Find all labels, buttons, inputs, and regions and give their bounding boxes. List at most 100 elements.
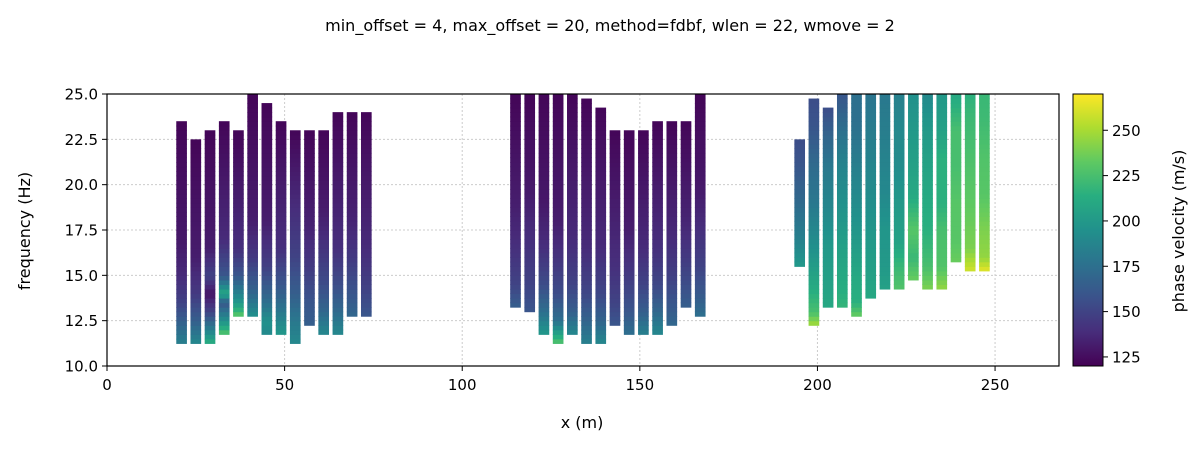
heatmap-cell <box>879 270 891 276</box>
heatmap-cell <box>950 234 962 240</box>
heatmap-cell <box>218 298 230 304</box>
data-column <box>318 130 330 335</box>
heatmap-cell <box>950 239 962 245</box>
heatmap-cell <box>261 316 273 322</box>
heatmap-cell <box>638 198 649 204</box>
heatmap-cell <box>836 207 848 213</box>
heatmap-cell <box>261 298 273 304</box>
heatmap-cell <box>176 166 187 172</box>
heatmap-cell <box>524 266 536 272</box>
data-column <box>638 130 649 335</box>
heatmap-cell <box>623 234 635 240</box>
heatmap-cell <box>304 311 315 317</box>
heatmap-cell <box>538 143 550 149</box>
heatmap-cell <box>524 166 536 172</box>
heatmap-cell <box>190 270 202 276</box>
heatmap-cell <box>304 180 315 186</box>
heatmap-cell <box>261 302 273 308</box>
heatmap-cell <box>808 311 820 317</box>
heatmap-cell <box>318 166 330 172</box>
heatmap-cell <box>538 325 550 331</box>
data-column <box>581 98 592 344</box>
heatmap-cell <box>936 180 948 186</box>
heatmap-cell <box>218 311 230 317</box>
heatmap-cell <box>176 230 187 236</box>
heatmap-cell <box>609 220 621 227</box>
heatmap-cell <box>851 234 862 240</box>
heatmap-cell <box>190 198 202 204</box>
heatmap-cell <box>808 293 820 299</box>
heatmap-cell <box>581 166 592 172</box>
heatmap-cell <box>552 298 564 304</box>
heatmap-cell <box>261 257 273 263</box>
heatmap-cell <box>346 275 358 281</box>
heatmap-cell <box>275 211 287 217</box>
heatmap-cell <box>652 248 663 254</box>
heatmap-cell <box>581 239 592 245</box>
heatmap-cell <box>176 121 187 127</box>
heatmap-cell <box>865 243 877 249</box>
heatmap-cell <box>908 166 919 172</box>
heatmap-cell <box>289 266 301 272</box>
plot-area: 0 50 100 150 200 25010.012.515.017.520.022.52… <box>65 86 1060 394</box>
heatmap-cell <box>233 248 244 254</box>
heatmap-cell <box>304 239 315 245</box>
heatmap-cell <box>851 202 862 208</box>
heatmap-cell <box>204 143 216 149</box>
heatmap-cell <box>822 125 834 131</box>
heatmap-cell <box>865 225 877 231</box>
heatmap-cell <box>567 94 578 100</box>
heatmap-cell <box>865 193 877 199</box>
heatmap-cell <box>304 320 315 326</box>
heatmap-cell <box>851 193 862 199</box>
heatmap-cell <box>552 134 564 140</box>
heatmap-cell <box>680 298 692 304</box>
heatmap-cell <box>908 216 919 222</box>
heatmap-cell <box>261 266 273 272</box>
heatmap-cell <box>289 166 301 172</box>
heatmap-cell <box>879 180 891 186</box>
heatmap-cell <box>964 130 976 136</box>
heatmap-cell <box>979 125 990 131</box>
heatmap-cell <box>218 193 230 199</box>
heatmap-cell <box>822 230 834 236</box>
heatmap-cell <box>936 166 948 172</box>
heatmap-cell <box>893 98 905 104</box>
heatmap-cell <box>360 198 372 204</box>
heatmap-cell <box>922 103 933 109</box>
heatmap-cell <box>851 279 862 285</box>
heatmap-cell <box>623 252 635 258</box>
x-tick-label: 0 <box>102 376 112 394</box>
heatmap-cell <box>524 134 536 140</box>
heatmap-cell <box>190 220 202 227</box>
heatmap-cell <box>680 239 692 245</box>
heatmap-cell <box>233 266 244 272</box>
heatmap-cell <box>346 180 358 186</box>
heatmap-cell <box>204 220 216 227</box>
heatmap-cell <box>623 320 635 326</box>
heatmap-cell <box>950 175 962 181</box>
data-column <box>524 94 536 313</box>
heatmap-cell <box>275 279 287 285</box>
heatmap-cell <box>623 302 635 308</box>
heatmap-cell <box>680 180 692 186</box>
heatmap-cell <box>275 162 287 168</box>
heatmap-cell <box>567 202 578 208</box>
heatmap-cell <box>289 329 301 335</box>
heatmap-cell <box>176 175 187 181</box>
heatmap-cell <box>190 171 202 177</box>
heatmap-cell <box>510 207 521 213</box>
heatmap-cell <box>567 211 578 217</box>
heatmap-cell <box>638 243 649 249</box>
heatmap-cell <box>609 293 621 299</box>
heatmap-cell <box>289 288 301 295</box>
heatmap-cell <box>524 198 536 204</box>
heatmap-cell <box>979 152 990 159</box>
heatmap-cell <box>922 230 933 236</box>
heatmap-cell <box>979 202 990 208</box>
heatmap-cell <box>190 334 202 340</box>
heatmap-cell <box>936 143 948 149</box>
heatmap-cell <box>609 302 621 308</box>
heatmap-cell <box>261 162 273 168</box>
heatmap-cell <box>964 143 976 149</box>
